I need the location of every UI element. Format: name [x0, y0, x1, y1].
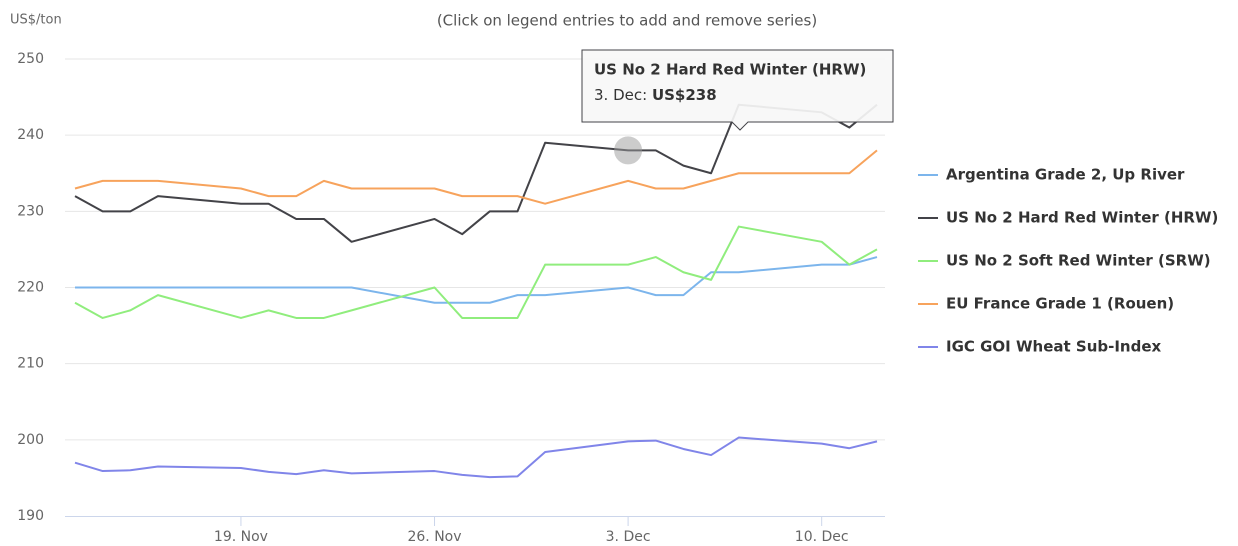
legend-label[interactable]: IGC GOI Wheat Sub-Index — [946, 338, 1162, 356]
tooltip: US No 2 Hard Red Winter (HRW) 3. Dec: US$… — [581, 49, 894, 165]
series-line — [74, 436, 878, 479]
x-tick-label: 19. Nov — [214, 529, 268, 545]
legend-item[interactable]: EU France Grade 1 (Rouen) — [918, 295, 1174, 313]
legend-item[interactable]: US No 2 Hard Red Winter (HRW) — [918, 209, 1218, 227]
tooltip-value: US$238 — [652, 86, 717, 104]
x-tick-label: 26. Nov — [407, 529, 461, 545]
legend-item[interactable]: Argentina Grade 2, Up River — [918, 166, 1185, 184]
series-line — [74, 103, 878, 243]
series-line — [74, 149, 878, 205]
tooltip-sep: : — [642, 86, 652, 104]
y-tick-label: 200 — [17, 432, 44, 448]
tooltip-box — [581, 49, 894, 131]
legend-label[interactable]: Argentina Grade 2, Up River — [946, 166, 1185, 184]
series-line — [74, 225, 878, 319]
legend-label[interactable]: EU France Grade 1 (Rouen) — [946, 295, 1174, 313]
x-tick-label: 10. Dec — [795, 529, 849, 545]
tooltip-line: 3. Dec: US$238 — [594, 86, 717, 104]
series-line — [75, 256, 878, 304]
lines — [74, 103, 878, 479]
x-tick-label: 3. Dec — [606, 529, 651, 545]
legend: Argentina Grade 2, Up River US No 2 Hard … — [918, 166, 1218, 356]
y-tick-label: 210 — [17, 356, 44, 372]
y-tick-label: 220 — [17, 280, 44, 296]
y-tick-label: 230 — [17, 203, 44, 219]
y-tick-label: 250 — [17, 51, 44, 67]
y-tick-label: 240 — [17, 127, 44, 143]
hover-marker — [614, 136, 643, 165]
legend-label[interactable]: US No 2 Soft Red Winter (SRW) — [946, 252, 1211, 270]
y-tick-label: 190 — [17, 508, 44, 524]
legend-item[interactable]: US No 2 Soft Red Winter (SRW) — [918, 252, 1211, 270]
legend-item[interactable]: IGC GOI Wheat Sub-Index — [918, 338, 1162, 356]
legend-label[interactable]: US No 2 Hard Red Winter (HRW) — [946, 209, 1218, 227]
tooltip-title: US No 2 Hard Red Winter (HRW) — [594, 61, 866, 79]
subtitle: (Click on legend entries to add and remo… — [437, 12, 817, 30]
y-axis-label: US$/ton — [10, 13, 62, 28]
grid: 190 200 210 220 230 240 250 19. Nov 26. Nov 3. De… — [17, 51, 885, 545]
tooltip-date: 3. Dec — [594, 86, 642, 104]
